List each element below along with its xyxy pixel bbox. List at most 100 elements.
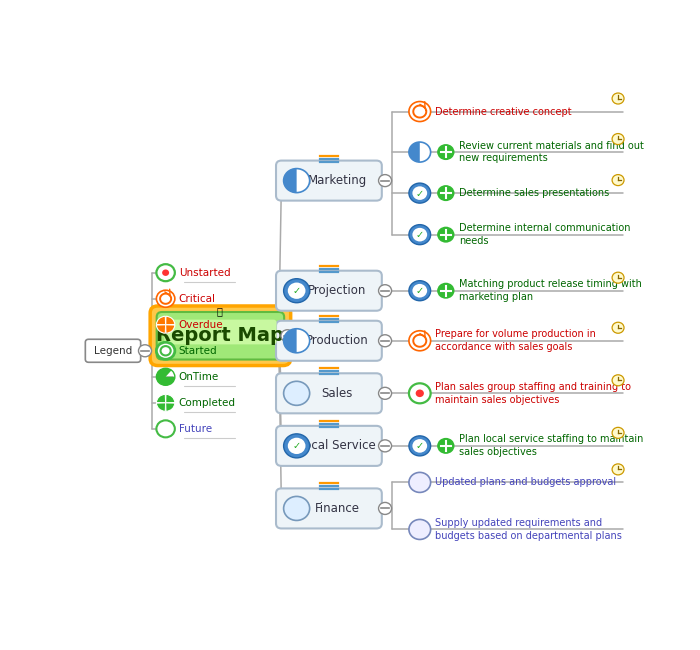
Circle shape	[162, 270, 169, 276]
Circle shape	[612, 175, 624, 186]
Circle shape	[281, 330, 294, 342]
FancyBboxPatch shape	[157, 312, 284, 359]
Circle shape	[409, 225, 430, 244]
Circle shape	[612, 272, 624, 283]
FancyBboxPatch shape	[276, 161, 382, 201]
Text: ✓: ✓	[416, 230, 423, 240]
Circle shape	[284, 382, 309, 406]
Circle shape	[284, 168, 309, 192]
Circle shape	[409, 519, 430, 540]
Text: Sales: Sales	[321, 387, 353, 400]
Circle shape	[156, 290, 175, 307]
Text: Overdue: Overdue	[178, 320, 223, 330]
Circle shape	[139, 344, 151, 357]
Circle shape	[612, 133, 624, 144]
Circle shape	[437, 438, 454, 454]
FancyBboxPatch shape	[276, 373, 382, 413]
Circle shape	[160, 346, 171, 356]
FancyBboxPatch shape	[85, 339, 141, 362]
Text: Matching product release timing with
marketing plan: Matching product release timing with mar…	[459, 280, 643, 302]
Circle shape	[284, 279, 309, 303]
Text: Completed: Completed	[178, 398, 236, 408]
Circle shape	[612, 322, 624, 333]
Circle shape	[437, 227, 454, 242]
Circle shape	[156, 264, 175, 281]
Circle shape	[409, 183, 430, 203]
Wedge shape	[166, 325, 175, 333]
Circle shape	[284, 434, 309, 458]
Circle shape	[612, 427, 624, 438]
Circle shape	[409, 473, 430, 493]
Wedge shape	[156, 325, 166, 333]
Text: Updated plans and budgets approval: Updated plans and budgets approval	[435, 477, 616, 488]
Circle shape	[284, 497, 309, 521]
Text: Finance: Finance	[314, 502, 360, 515]
Text: ✓: ✓	[416, 441, 423, 451]
Text: ✓: ✓	[293, 286, 301, 296]
Text: Unstarted: Unstarted	[178, 268, 230, 278]
Polygon shape	[284, 168, 297, 192]
Wedge shape	[156, 317, 166, 325]
Text: OnTime: OnTime	[178, 372, 219, 382]
Circle shape	[288, 437, 305, 454]
Circle shape	[379, 387, 391, 399]
Text: 📂: 📂	[216, 306, 223, 316]
Circle shape	[379, 175, 391, 187]
Circle shape	[379, 285, 391, 296]
Text: Local Service: Local Service	[298, 439, 376, 452]
Circle shape	[379, 440, 391, 452]
Wedge shape	[166, 403, 175, 411]
Circle shape	[612, 93, 624, 104]
Circle shape	[379, 335, 391, 346]
Text: Review current materials and find out
new requirements: Review current materials and find out ne…	[459, 140, 644, 163]
FancyBboxPatch shape	[276, 426, 382, 466]
Text: Plan sales group staffing and training to
maintain sales objectives: Plan sales group staffing and training t…	[435, 382, 631, 405]
Circle shape	[412, 187, 427, 200]
Circle shape	[288, 283, 305, 299]
Circle shape	[156, 343, 175, 359]
Text: Projection: Projection	[308, 284, 366, 297]
Text: Report Map: Report Map	[157, 326, 284, 345]
Wedge shape	[166, 317, 175, 325]
Text: Legend: Legend	[94, 346, 132, 356]
Text: ✓: ✓	[416, 188, 423, 199]
Circle shape	[612, 375, 624, 386]
Text: Future: Future	[178, 424, 212, 434]
Text: Plan local service staffing to maintain
sales objectives: Plan local service staffing to maintain …	[459, 434, 644, 457]
Circle shape	[412, 228, 427, 241]
Circle shape	[437, 283, 454, 299]
Polygon shape	[409, 142, 420, 162]
Circle shape	[437, 144, 454, 160]
Circle shape	[156, 421, 175, 437]
Text: Started: Started	[178, 346, 217, 356]
Text: Production: Production	[306, 334, 368, 347]
Text: Marketing: Marketing	[307, 174, 367, 187]
Text: Determine internal communication
needs: Determine internal communication needs	[459, 223, 631, 246]
Wedge shape	[156, 395, 166, 403]
Circle shape	[437, 185, 454, 201]
Wedge shape	[156, 403, 166, 411]
Circle shape	[412, 439, 427, 452]
Circle shape	[409, 436, 430, 456]
FancyBboxPatch shape	[276, 320, 382, 361]
Circle shape	[409, 384, 430, 403]
Circle shape	[412, 284, 427, 298]
Wedge shape	[166, 395, 175, 403]
Text: ✓: ✓	[416, 286, 423, 296]
Polygon shape	[284, 329, 297, 353]
Circle shape	[612, 464, 624, 475]
Text: Critical: Critical	[178, 294, 216, 304]
Text: Determine creative concept: Determine creative concept	[435, 107, 572, 116]
Circle shape	[409, 331, 430, 351]
Circle shape	[409, 101, 430, 122]
Wedge shape	[156, 369, 175, 385]
FancyBboxPatch shape	[164, 320, 276, 345]
Text: Supply updated requirements and
budgets based on departmental plans: Supply updated requirements and budgets …	[435, 518, 622, 541]
Circle shape	[284, 329, 309, 353]
Text: ✓: ✓	[293, 441, 301, 451]
FancyBboxPatch shape	[276, 488, 382, 528]
Circle shape	[379, 502, 391, 514]
FancyBboxPatch shape	[276, 270, 382, 311]
Circle shape	[409, 281, 430, 301]
Text: Prepare for volume production in
accordance with sales goals: Prepare for volume production in accorda…	[435, 330, 596, 352]
